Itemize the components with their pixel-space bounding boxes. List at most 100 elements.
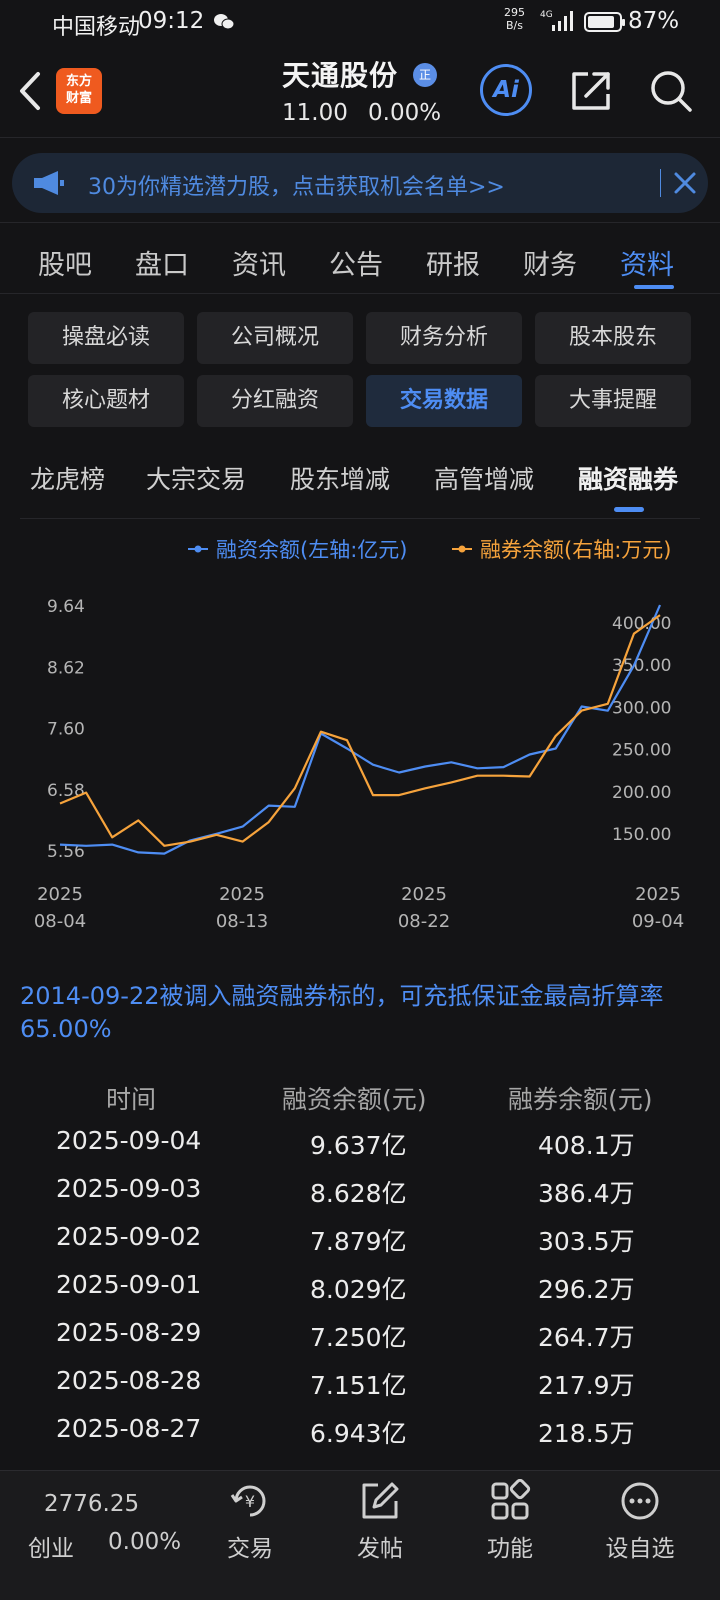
x-tick-year: 2025 bbox=[635, 884, 681, 905]
left-tick-label: 5.56 bbox=[47, 842, 85, 862]
svg-text:¥: ¥ bbox=[245, 1492, 255, 1511]
left-tick-label: 9.64 bbox=[47, 597, 85, 617]
wechat-icon bbox=[214, 14, 235, 30]
active-tab-indicator bbox=[634, 285, 674, 289]
nav-watchlist[interactable]: 设自选 bbox=[585, 1471, 695, 1581]
securities-balance-line bbox=[59, 614, 661, 847]
cell-securities: 296.2万 bbox=[538, 1275, 635, 1304]
tab-margin-trading[interactable]: 融资融券 bbox=[578, 465, 679, 494]
sub-btn-financial-analysis[interactable]: 财务分析 bbox=[366, 312, 522, 364]
cell-securities: 386.4万 bbox=[538, 1179, 635, 1208]
cell-securities: 217.9万 bbox=[538, 1371, 635, 1400]
nav-post[interactable]: 发帖 bbox=[325, 1471, 435, 1581]
tab-block-trade[interactable]: 大宗交易 bbox=[146, 465, 247, 494]
promo-banner[interactable]: 30为你精选潜力股，点击获取机会名单>> bbox=[12, 153, 708, 213]
right-tick-label: 300.00 bbox=[612, 698, 671, 718]
right-tick-label: 150.00 bbox=[612, 825, 671, 845]
x-tick-year: 2025 bbox=[401, 884, 447, 905]
cell-financing: 6.943亿 bbox=[310, 1419, 407, 1448]
col-header-date: 时间 bbox=[106, 1085, 157, 1114]
tab-research[interactable]: 研报 bbox=[426, 250, 480, 281]
x-tick-date: 09-04 bbox=[632, 911, 684, 932]
tab-holder-changes[interactable]: 股东增减 bbox=[290, 465, 391, 494]
carrier-name: 中国移动 bbox=[52, 15, 141, 40]
sub-btn-dividends[interactable]: 分红融资 bbox=[197, 375, 353, 427]
close-icon[interactable] bbox=[670, 167, 700, 199]
stock-header: 东方 财富 天通股份 正 11.00 0.00% Ai bbox=[0, 46, 720, 138]
table-row[interactable]: 2025-09-02 7.879亿 303.5万 bbox=[0, 1222, 720, 1270]
margin-note: 2014-09-22被调入融资融券标的，可充抵保证金最高折算率65.00% bbox=[20, 982, 664, 1043]
divider bbox=[20, 518, 700, 519]
nav-functions[interactable]: 功能 bbox=[455, 1471, 565, 1581]
stock-change: 0.00% bbox=[368, 100, 442, 126]
cell-securities: 303.5万 bbox=[538, 1227, 635, 1256]
main-tabs: 股吧 盘口 资讯 公告 研报 财务 资料 bbox=[0, 222, 720, 294]
x-tick-date: 08-22 bbox=[398, 911, 450, 932]
sub-btn-shareholders[interactable]: 股本股东 bbox=[535, 312, 691, 364]
cell-securities: 264.7万 bbox=[538, 1323, 635, 1352]
cell-financing: 7.250亿 bbox=[310, 1323, 407, 1352]
nav-post-label: 发帖 bbox=[357, 1536, 403, 1562]
nav-functions-label: 功能 bbox=[487, 1536, 533, 1562]
cell-date: 2025-09-04 bbox=[56, 1126, 202, 1155]
tab-finance[interactable]: 财务 bbox=[523, 250, 577, 281]
cell-date: 2025-08-27 bbox=[56, 1414, 202, 1443]
table-row[interactable]: 2025-08-28 7.151亿 217.9万 bbox=[0, 1366, 720, 1414]
index-change[interactable]: 0.00% bbox=[108, 1529, 182, 1555]
tab-announcements[interactable]: 公告 bbox=[329, 250, 383, 281]
more-icon bbox=[621, 1482, 659, 1520]
left-tick-label: 7.60 bbox=[47, 720, 85, 740]
network-speed: 295 B/s bbox=[504, 6, 525, 32]
legend-label: 融资余额(左轴:亿元) bbox=[216, 538, 407, 562]
tab-profile[interactable]: 资料 bbox=[620, 250, 674, 281]
tab-news[interactable]: 资讯 bbox=[232, 250, 286, 281]
banner-divider bbox=[660, 169, 661, 197]
legend-marker-dot bbox=[194, 545, 202, 553]
left-tick-label: 6.58 bbox=[47, 781, 85, 801]
table-row[interactable]: 2025-09-01 8.029亿 296.2万 bbox=[0, 1270, 720, 1318]
network-type: 4G bbox=[540, 10, 553, 20]
sub-btn-company-overview[interactable]: 公司概况 bbox=[197, 312, 353, 364]
tab-pankou[interactable]: 盘口 bbox=[135, 250, 189, 281]
nav-trade[interactable]: ¥ 交易 bbox=[195, 1471, 305, 1581]
cell-financing: 7.879亿 bbox=[310, 1227, 407, 1256]
ai-button[interactable]: Ai bbox=[480, 64, 532, 116]
back-icon[interactable] bbox=[12, 66, 52, 116]
table-row[interactable]: 2025-08-29 7.250亿 264.7万 bbox=[0, 1318, 720, 1366]
search-icon[interactable] bbox=[648, 68, 694, 114]
x-tick-date: 08-04 bbox=[34, 911, 86, 932]
sub-btn-events[interactable]: 大事提醒 bbox=[535, 375, 691, 427]
sub-btn-trading-data[interactable]: 交易数据 bbox=[366, 375, 522, 427]
tab-exec-changes[interactable]: 高管增减 bbox=[434, 465, 535, 494]
margin-chart: 融资余额(左轴:亿元) 融券余额(右轴:万元) 9.64 8.62 7.60 6.58 5.… bbox=[34, 538, 684, 932]
right-tick-label: 400.00 bbox=[612, 614, 671, 634]
sub-btn-trading-guide[interactable]: 操盘必读 bbox=[28, 312, 184, 364]
signal-icon bbox=[552, 11, 573, 31]
cell-securities: 218.5万 bbox=[538, 1419, 635, 1448]
banner-text[interactable]: 30为你精选潜力股，点击获取机会名单>> bbox=[88, 175, 505, 200]
cell-securities: 408.1万 bbox=[538, 1131, 635, 1160]
tab-guba[interactable]: 股吧 bbox=[38, 250, 92, 281]
brand-logo[interactable]: 东方 财富 bbox=[56, 68, 102, 114]
x-tick-date: 08-13 bbox=[216, 911, 268, 932]
tab-dragon-tiger[interactable]: 龙虎榜 bbox=[30, 465, 106, 494]
share-icon[interactable] bbox=[568, 68, 614, 114]
table-row[interactable]: 2025-08-27 6.943亿 218.5万 bbox=[0, 1414, 720, 1462]
cell-date: 2025-09-02 bbox=[56, 1222, 202, 1251]
battery-percent: 87% bbox=[628, 8, 680, 34]
status-bar: 中国移动 09:12 295 B/s 4G 87% bbox=[0, 0, 720, 46]
status-time: 09:12 bbox=[138, 8, 205, 34]
right-tick-label: 250.00 bbox=[612, 741, 671, 761]
index-value[interactable]: 2776.25 bbox=[44, 1491, 140, 1517]
col-header-financing: 融资余额(元) bbox=[282, 1085, 427, 1114]
x-tick-year: 2025 bbox=[219, 884, 265, 905]
right-tick-label: 350.00 bbox=[612, 656, 671, 676]
right-tick-label: 200.00 bbox=[612, 783, 671, 803]
financing-balance-line bbox=[59, 604, 662, 855]
third-tab-indicator bbox=[614, 507, 644, 512]
table-row[interactable]: 2025-09-03 8.628亿 386.4万 bbox=[0, 1174, 720, 1222]
index-name[interactable]: 创业 bbox=[28, 1536, 74, 1562]
sub-btn-core-themes[interactable]: 核心题材 bbox=[28, 375, 184, 427]
cell-financing: 8.628亿 bbox=[310, 1179, 407, 1208]
table-row[interactable]: 2025-09-04 9.637亿 408.1万 bbox=[0, 1126, 720, 1174]
